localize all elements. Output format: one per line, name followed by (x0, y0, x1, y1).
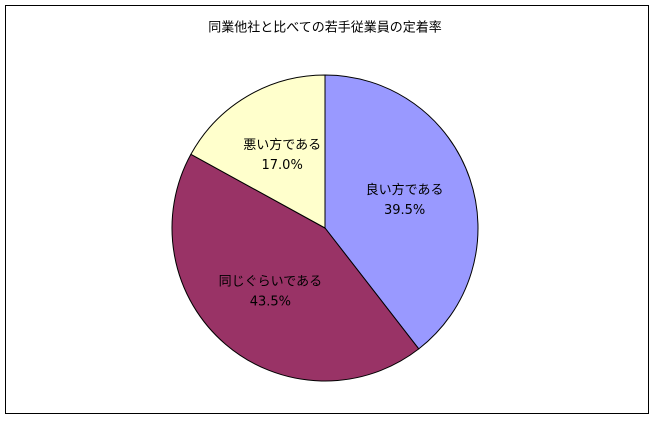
slice-label: 同じぐらいである (219, 274, 322, 289)
chart-title: 同業他社と比べての若手従業員の定着率 (208, 20, 441, 36)
slice-label: 悪い方である (243, 137, 321, 153)
pie-slice (324, 74, 479, 350)
slice-label: 良い方である (366, 182, 444, 198)
slice-value: 43.5% (250, 294, 291, 309)
pie-slice (171, 153, 420, 382)
slice-value: 17.0% (262, 158, 303, 173)
slice-value: 39.5% (384, 203, 425, 218)
pie-slice (190, 74, 326, 229)
